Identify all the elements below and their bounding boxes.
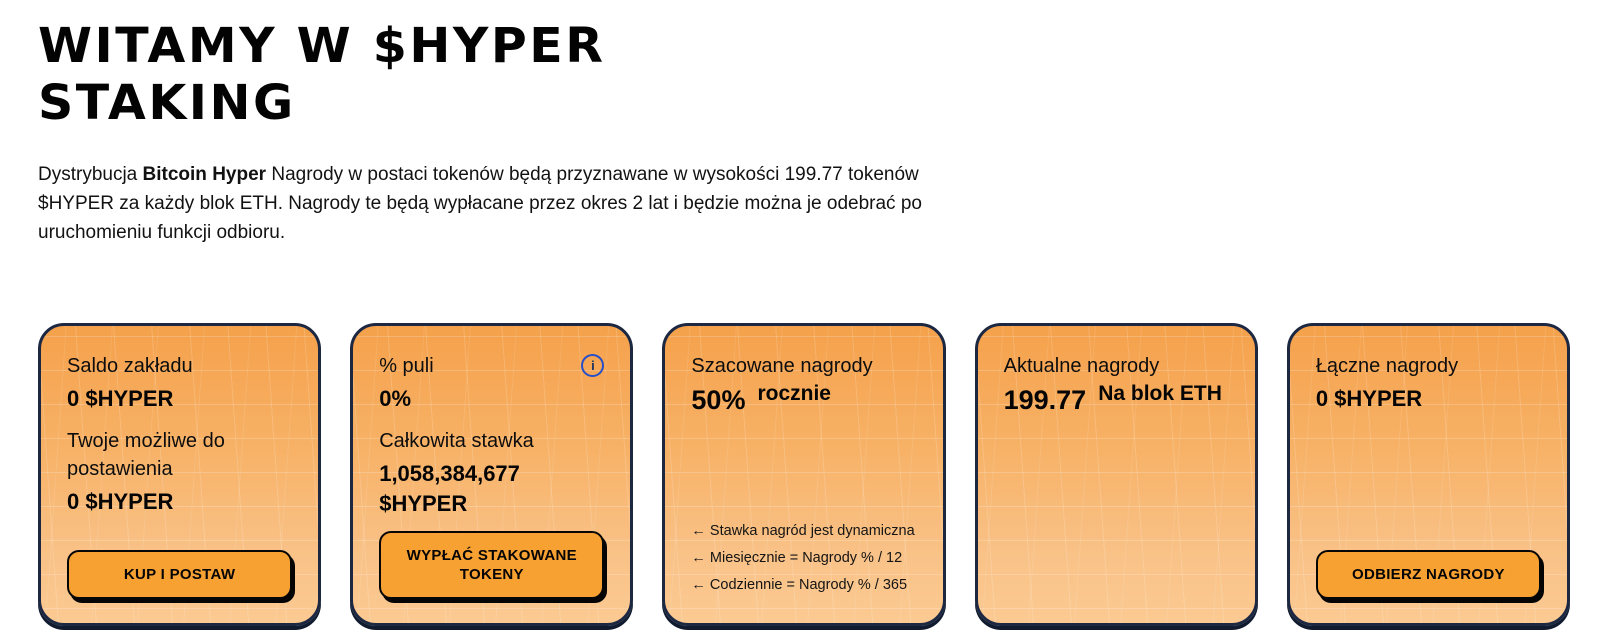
total-rewards-label: Łączne nagrody (1315, 355, 1459, 377)
card-current-rewards: Aktualne nagrody 199.77 Na blok ETH (974, 323, 1258, 626)
estimated-rewards-unit: rocznie (757, 382, 831, 405)
stake-balance-value: 0 $HYPER (67, 386, 174, 411)
withdraw-staked-tokens-button[interactable]: WYPŁAĆ STAKOWANE TOKENY (379, 531, 605, 599)
claim-rewards-button[interactable]: ODBIERZ NAGRODY (1315, 550, 1542, 599)
intro-text-start: Dystrybucja (38, 164, 143, 185)
info-icon[interactable]: i (581, 354, 605, 377)
page-title-line2: STAKING (38, 74, 296, 131)
total-staked-label: Całkowita stawka (379, 430, 534, 452)
pool-share-label: % puli (379, 355, 434, 377)
estimated-rewards-label: Szacowane nagrody (691, 355, 873, 377)
estimated-rewards-value: 50% (691, 385, 746, 415)
current-rewards-value: 199.77 (1003, 385, 1087, 415)
available-to-stake-label: Twoje możliwe do postawienia (67, 430, 225, 480)
available-to-stake-value: 0 $HYPER (67, 489, 174, 514)
page-title-line1: WITAMY W $HYPER (38, 18, 606, 74)
card-stake-balance: Saldo zakładu 0 $HYPER Twoje możliwe do … (38, 323, 322, 626)
rewards-note-monthly: ← Miesięcznie = Nagrody % / 12 (691, 550, 903, 566)
intro-paragraph: Dystrybucja Bitcoin Hyper Nagrody w post… (38, 160, 923, 247)
current-rewards-unit: Na blok ETH (1098, 382, 1222, 405)
current-rewards-label: Aktualne nagrody (1003, 355, 1160, 377)
buy-and-stake-button[interactable]: KUP I POSTAW (67, 550, 293, 599)
stake-balance-label: Saldo zakładu (67, 355, 193, 377)
total-staked-value: 1,058,384,677 $HYPER (379, 461, 520, 516)
staking-stats-cards: Saldo zakładu 0 $HYPER Twoje możliwe do … (38, 323, 1571, 626)
intro-text-end: Nagrody w postaci tokenów będą przyznawa… (38, 164, 922, 243)
page-title: WITAMY W $HYPER STAKING (38, 18, 1570, 132)
card-total-rewards: Łączne nagrody 0 $HYPER ODBIERZ NAGRODY (1286, 323, 1571, 626)
rewards-note-daily: ← Codziennie = Nagrody % / 365 (691, 577, 908, 593)
intro-text-bold: Bitcoin Hyper (142, 164, 267, 185)
pool-share-value: 0% (379, 386, 411, 411)
card-pool-share: % puli i 0% Całkowita stawka 1,058,384,6… (350, 323, 634, 626)
card-estimated-rewards: Szacowane nagrody 50% rocznie ← Stawka n… (662, 323, 946, 626)
total-rewards-value: 0 $HYPER (1315, 386, 1423, 411)
rewards-note-dynamic: ← Stawka nagród jest dynamiczna (691, 523, 915, 539)
rewards-notes: ← Stawka nagród jest dynamiczna ← Miesię… (691, 518, 916, 599)
